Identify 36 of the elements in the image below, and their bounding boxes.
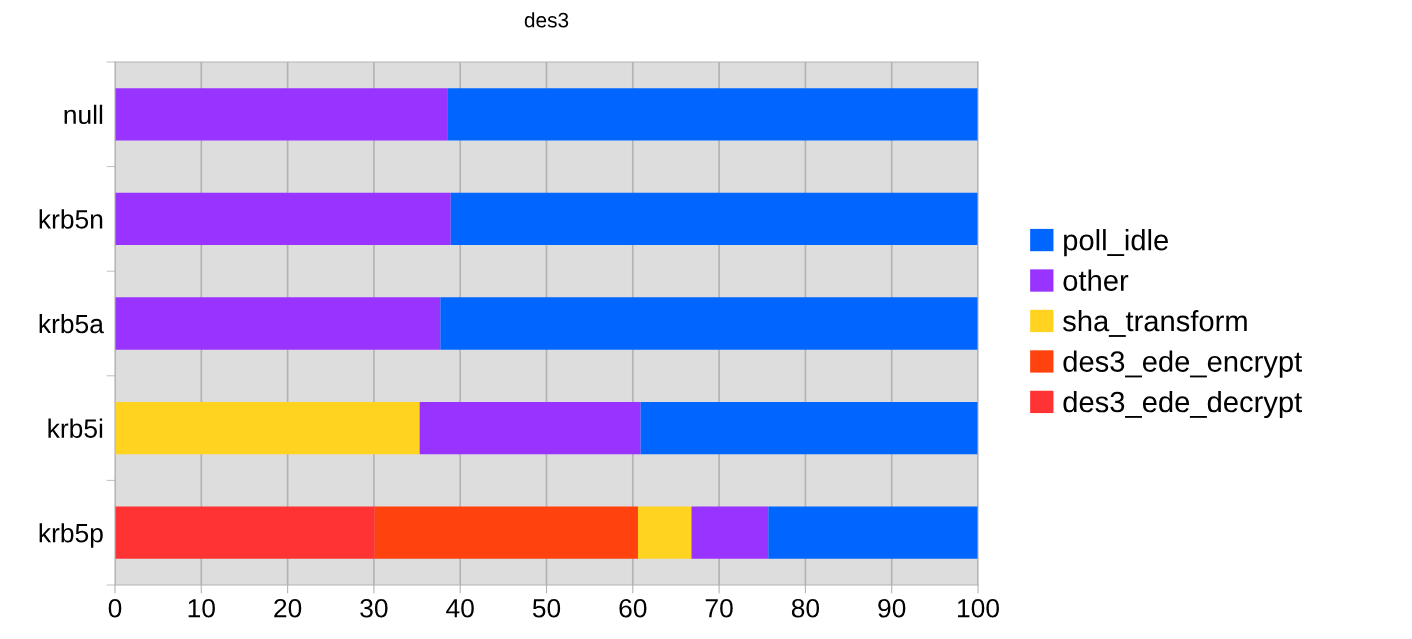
bar: [691, 506, 769, 559]
y-tick-label: krb5a: [39, 313, 104, 334]
legend-label: other: [1063, 269, 1129, 291]
x-tick-label: 0: [108, 598, 122, 618]
bar: [440, 297, 978, 350]
x-tick-label: 100: [958, 598, 999, 618]
bar: [640, 401, 978, 455]
y-tick-label: krb5p: [39, 523, 103, 548]
bar: [115, 297, 441, 350]
bar: [637, 506, 692, 559]
legend-label: poll_idle: [1064, 229, 1168, 257]
legend-label: des3_ede_decrypt: [1063, 390, 1303, 419]
y-tick-label: krb5n: [39, 209, 103, 229]
legend-label: des3_ede_encrypt: [1063, 350, 1303, 378]
x-tick-label: 90: [878, 598, 906, 618]
x-tick-label: 20: [274, 598, 302, 618]
x-tick-label: 30: [360, 598, 388, 618]
legend-label: sha_transform: [1063, 309, 1247, 337]
bar: [115, 506, 375, 559]
x-tick-label: 10: [188, 598, 215, 618]
bar: [115, 192, 451, 246]
x-tick-label: 40: [446, 598, 474, 618]
bar: [115, 88, 448, 141]
x-tick-label: 60: [619, 598, 647, 618]
bar: [419, 401, 641, 455]
x-tick-label: 50: [532, 598, 561, 618]
x-tick-label: 70: [705, 598, 733, 618]
bar: [374, 506, 638, 559]
bar: [768, 506, 978, 559]
y-tick-label: krb5i: [48, 418, 103, 438]
x-tick-label: 80: [791, 598, 820, 618]
bar: [447, 88, 978, 141]
bar: [115, 401, 420, 455]
y-tick-label: null: [64, 104, 103, 125]
bar: [450, 192, 978, 246]
chart-title: des3: [524, 12, 569, 28]
